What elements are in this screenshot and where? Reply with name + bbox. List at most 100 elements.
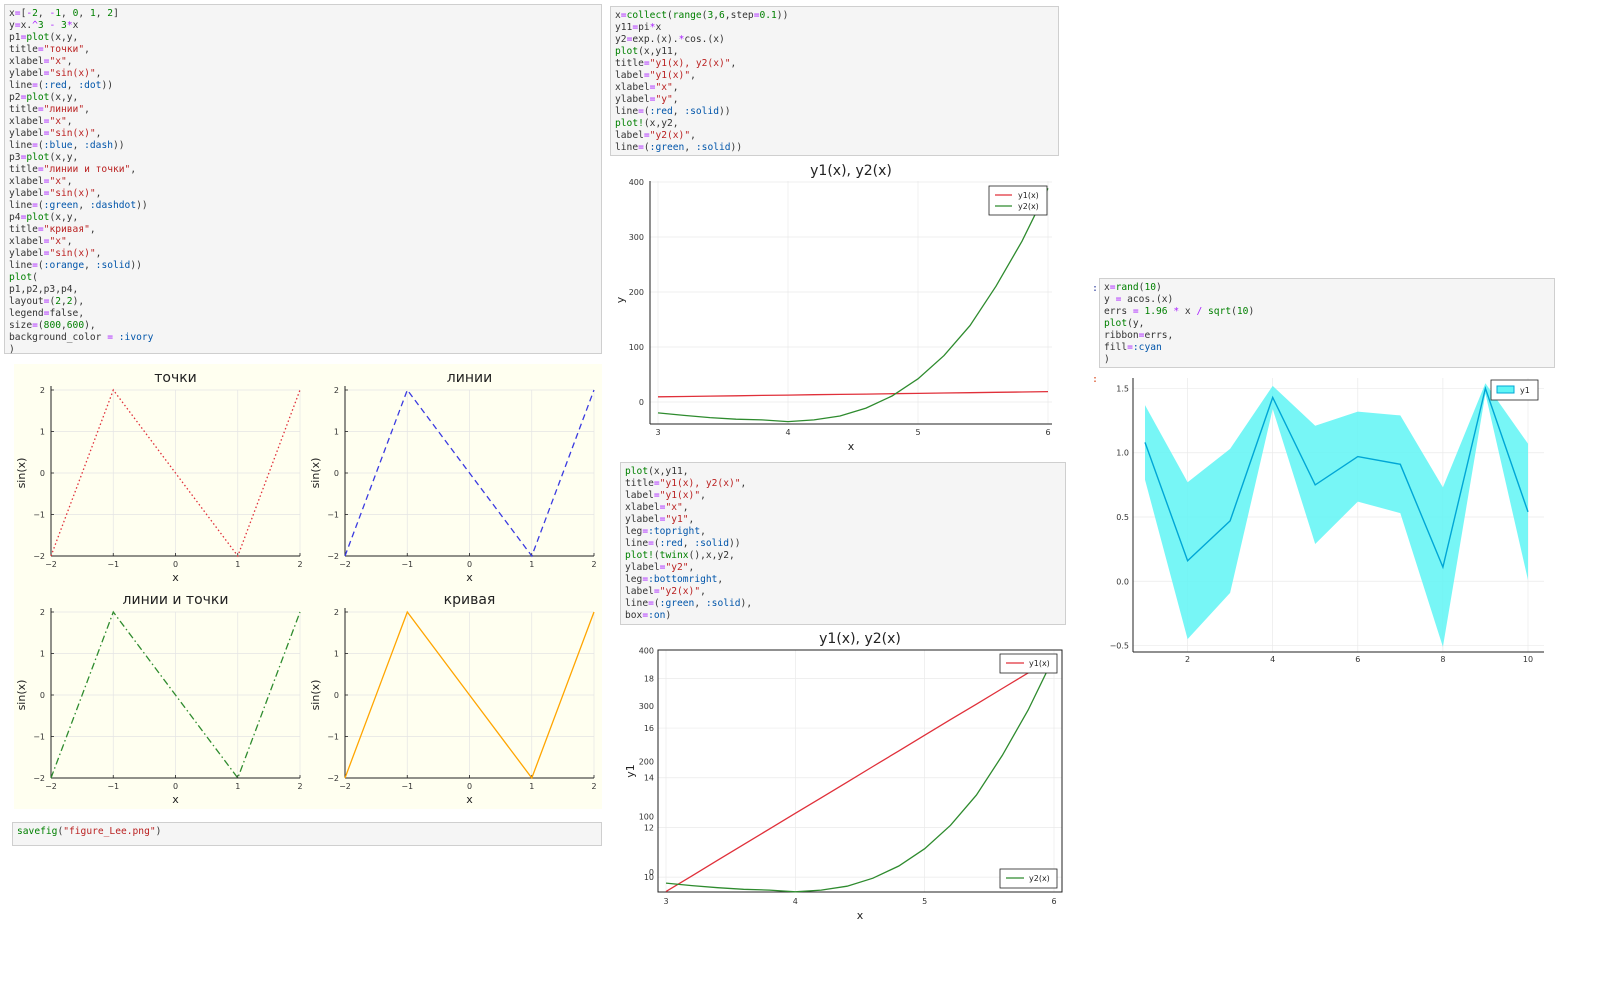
- code-line[interactable]: fill=:cyan: [1104, 342, 1162, 353]
- code-line[interactable]: p1,p2,p3,p4,: [9, 284, 79, 295]
- code-line[interactable]: ylabel="sin(x)",: [9, 128, 102, 139]
- code-line[interactable]: ): [1104, 354, 1110, 365]
- code-cell-plot-twinx[interactable]: plot(x,y11, title="y1(x), y2(x)", label="y…: [620, 462, 1066, 625]
- code-line[interactable]: y2=exp.(x).*cos.(x): [615, 34, 725, 45]
- code-line[interactable]: label="y2(x)",: [625, 586, 706, 597]
- code-line[interactable]: y = acos.(x): [1104, 294, 1174, 305]
- code-line[interactable]: ylabel="sin(x)",: [9, 188, 102, 199]
- code-line[interactable]: line=(:green, :dashdot)): [9, 200, 148, 211]
- code-line[interactable]: p3=plot(x,y,: [9, 152, 79, 163]
- code-line[interactable]: label="y1(x)",: [615, 70, 696, 81]
- code-line[interactable]: xlabel="x",: [9, 116, 73, 127]
- x-tick-label: 1: [529, 560, 534, 569]
- code-line[interactable]: xlabel="x",: [9, 56, 73, 67]
- y-axis-label: sin(x): [15, 458, 28, 489]
- code-line[interactable]: ylabel="y1",: [625, 514, 695, 525]
- code-line[interactable]: ylabel="y2",: [625, 562, 695, 573]
- code-line[interactable]: ylabel="sin(x)",: [9, 248, 102, 259]
- code-block[interactable]: x=collect(range(3,6,step=0.1)) y11=pi*x y2…: [611, 7, 1058, 157]
- code-cell-ribbon[interactable]: x=rand(10) y = acos.(x) errs = 1.96 * x / …: [1099, 278, 1555, 368]
- code-line[interactable]: leg=:topright,: [625, 526, 706, 537]
- code-line[interactable]: xlabel="x",: [615, 82, 679, 93]
- code-line[interactable]: p2=plot(x,y,: [9, 92, 79, 103]
- code-line[interactable]: size=(800,600),: [9, 320, 96, 331]
- chart-title: точки: [154, 370, 197, 386]
- y-tick-label: 2: [40, 608, 45, 617]
- legend-swatch: [1496, 385, 1515, 394]
- code-line[interactable]: y=x.^3 - 3*x: [9, 20, 79, 31]
- code-line[interactable]: xlabel="x",: [625, 502, 689, 513]
- x-tick-label: 0: [173, 560, 178, 569]
- code-block[interactable]: plot(x,y11, title="y1(x), y2(x)", label="y…: [621, 463, 1065, 625]
- code-line[interactable]: ylabel="sin(x)",: [9, 68, 102, 79]
- code-line[interactable]: plot!(twinx(),x,y2,: [625, 550, 735, 561]
- code-line[interactable]: errs = 1.96 * x / sqrt(10): [1104, 306, 1255, 317]
- series-line: [50, 388, 301, 558]
- y-tick-label: 0: [334, 469, 339, 478]
- code-line[interactable]: label="y1(x)",: [625, 490, 706, 501]
- x-tick-label: −1: [107, 782, 119, 791]
- y-tick-label: 10: [644, 873, 654, 882]
- code-line[interactable]: line=(:red, :solid)): [615, 106, 731, 117]
- code-line[interactable]: p1=plot(x,y,: [9, 32, 79, 43]
- ribbon-band: [1145, 383, 1528, 647]
- legend-label: y1(x): [1018, 191, 1039, 200]
- code-line[interactable]: title="y1(x), y2(x)",: [625, 478, 747, 489]
- code-line[interactable]: plot(: [9, 272, 38, 283]
- code-line[interactable]: title="y1(x), y2(x)",: [615, 58, 737, 69]
- code-line[interactable]: x=[-2, -1, 0, 1, 2]: [9, 8, 119, 19]
- code-line[interactable]: x=collect(range(3,6,step=0.1)): [615, 10, 789, 21]
- code-line[interactable]: plot(x,y11,: [625, 466, 689, 477]
- code-line[interactable]: xlabel="x",: [9, 236, 73, 247]
- chart-title: y1(x), y2(x): [810, 163, 892, 179]
- code-line[interactable]: ylabel="y",: [615, 94, 679, 105]
- code-line[interactable]: line=(:green, :solid),: [625, 598, 753, 609]
- code-line[interactable]: ribbon=errs,: [1104, 330, 1174, 341]
- y-tick-label: 1: [334, 428, 339, 437]
- code-cell-plot-y1-y2[interactable]: x=collect(range(3,6,step=0.1)) y11=pi*x y2…: [610, 6, 1059, 156]
- code-cell-savefig[interactable]: savefig("figure_Lee.png"): [12, 822, 602, 846]
- x-tick-label: 6: [1355, 655, 1360, 664]
- y-tick-label: 1.0: [1116, 449, 1129, 458]
- code-line[interactable]: savefig("figure_Lee.png"): [17, 826, 162, 837]
- legend: y1(x) y2(x): [988, 185, 1048, 216]
- legend-label: y1(x): [1029, 659, 1050, 668]
- code-line[interactable]: line=(:green, :solid)): [615, 142, 743, 153]
- code-line[interactable]: label="y2(x)",: [615, 130, 696, 141]
- code-block[interactable]: x=[-2, -1, 0, 1, 2] y=x.^3 - 3*x p1=plot(x…: [5, 5, 601, 359]
- code-line[interactable]: line=(:blue, :dash)): [9, 140, 125, 151]
- code-line[interactable]: plot(y,: [1104, 318, 1145, 329]
- code-line[interactable]: x=rand(10): [1104, 282, 1162, 293]
- code-line[interactable]: title="линии",: [9, 104, 90, 115]
- code-line[interactable]: line=(:orange, :solid)): [9, 260, 142, 271]
- series-line: [657, 188, 1049, 423]
- y-tick-label: 0: [334, 691, 339, 700]
- code-line[interactable]: plot!(x,y2,: [615, 118, 679, 129]
- code-line[interactable]: leg=:bottomright,: [625, 574, 724, 585]
- code-cell-subplots[interactable]: x=[-2, -1, 0, 1, 2] y=x.^3 - 3*x p1=plot(x…: [4, 4, 602, 355]
- y-tick-label: 16: [644, 724, 654, 733]
- x-tick-label: −2: [45, 560, 57, 569]
- code-line[interactable]: line=(:red, :dot)): [9, 80, 114, 91]
- code-line[interactable]: line=(:red, :solid)): [625, 538, 741, 549]
- code-block[interactable]: x=rand(10) y = acos.(x) errs = 1.96 * x / …: [1100, 279, 1554, 369]
- x-tick-label: 3: [655, 428, 660, 437]
- code-line[interactable]: box=:on): [625, 610, 672, 621]
- code-line[interactable]: title="линии и точки",: [9, 164, 137, 175]
- code-line[interactable]: title="кривая",: [9, 224, 96, 235]
- code-line[interactable]: layout=(2,2),: [9, 296, 85, 307]
- code-line[interactable]: title="точки",: [9, 44, 90, 55]
- code-line[interactable]: plot(x,y11,: [615, 46, 679, 57]
- x-tick-label: 1: [235, 782, 240, 791]
- code-line[interactable]: y11=pi*x: [615, 22, 662, 33]
- y-tick-label: 1: [334, 650, 339, 659]
- legend: y1: [1490, 379, 1539, 401]
- chart-title: y1(x), y2(x): [819, 631, 901, 647]
- code-block[interactable]: savefig("figure_Lee.png"): [13, 823, 601, 841]
- code-line[interactable]: xlabel="x",: [9, 176, 73, 187]
- subplot-lines-and-dots: линии и точки −2 −1 0 1 2 −2 −1 0 1 2 x sin(x): [15, 592, 303, 806]
- code-line[interactable]: background_color = :ivory: [9, 332, 154, 343]
- code-line[interactable]: legend=false,: [9, 308, 85, 319]
- code-line[interactable]: p4=plot(x,y,: [9, 212, 79, 223]
- code-line[interactable]: ): [9, 344, 15, 355]
